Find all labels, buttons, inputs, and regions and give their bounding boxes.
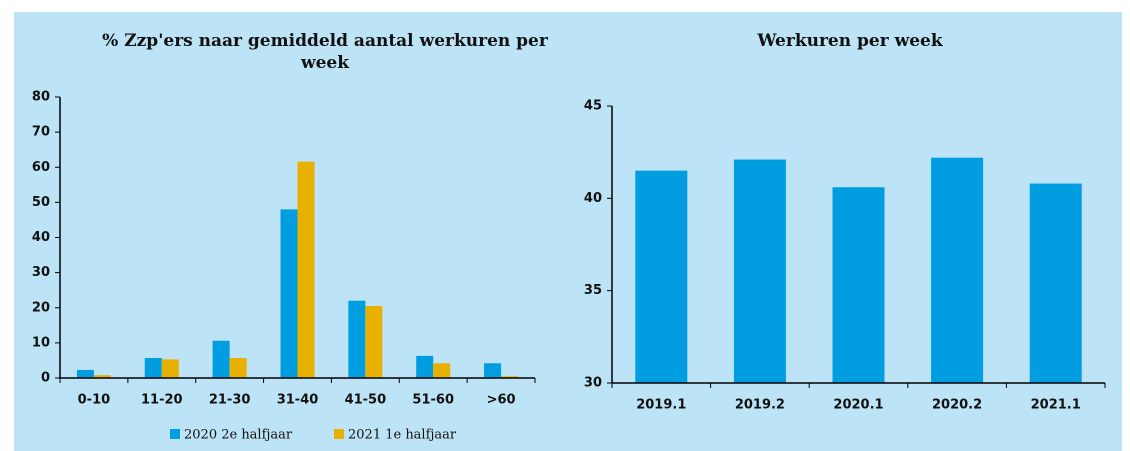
x-tick-label: 2019.2	[735, 398, 785, 413]
bar	[76, 369, 94, 378]
legend-label: 2021 1e halfjaar	[348, 428, 457, 443]
x-tick-label: 11-20	[141, 393, 183, 408]
bar	[229, 357, 247, 378]
y-tick-label: 30	[32, 265, 50, 280]
y-tick-label: 0	[41, 371, 50, 386]
chart-title: Werkuren per week	[757, 31, 943, 51]
x-tick-label: 31-40	[277, 393, 319, 408]
bar	[433, 363, 451, 378]
x-tick-label: 2020.1	[833, 398, 883, 413]
bar	[348, 300, 366, 378]
bar	[365, 305, 383, 378]
y-tick-label: 80	[32, 90, 50, 105]
y-tick-label: 30	[584, 376, 602, 391]
x-tick-label: 0-10	[78, 393, 111, 408]
y-tick-label: 10	[32, 335, 50, 350]
x-tick-label: 41-50	[345, 393, 387, 408]
x-tick-label: 2020.2	[932, 398, 982, 413]
bar	[832, 187, 885, 383]
bar	[635, 170, 688, 383]
bar	[484, 363, 502, 378]
y-tick-label: 60	[32, 160, 50, 175]
bar	[416, 355, 434, 378]
bar	[280, 209, 298, 378]
y-tick-label: 40	[584, 191, 602, 206]
y-tick-label: 50	[32, 195, 50, 210]
x-tick-label: >60	[487, 393, 516, 408]
x-tick-label: 2019.1	[636, 398, 686, 413]
x-tick-label: 51-60	[412, 393, 454, 408]
bar	[501, 376, 519, 378]
legend-label: 2020 2e halfjaar	[184, 428, 293, 443]
bar	[931, 157, 984, 383]
y-tick-label: 45	[584, 99, 602, 114]
legend-swatch	[170, 429, 180, 439]
y-tick-label: 20	[32, 300, 50, 315]
y-tick-label: 70	[32, 125, 50, 140]
x-tick-label: 2021.1	[1031, 398, 1081, 413]
chart-title: % Zzp'ers naar gemiddeld aantal werkuren…	[102, 31, 548, 73]
bar	[161, 359, 179, 378]
bar	[212, 340, 230, 378]
bar	[733, 159, 786, 383]
legend-swatch	[334, 429, 344, 439]
bar	[297, 161, 315, 378]
bar	[1029, 183, 1082, 383]
bar	[144, 357, 162, 378]
bar	[93, 375, 111, 378]
legend: 2020 2e halfjaar 2021 1e halfjaar	[170, 428, 457, 443]
y-tick-label: 35	[584, 283, 602, 298]
x-tick-label: 21-30	[209, 393, 251, 408]
y-tick-label: 40	[32, 230, 50, 245]
